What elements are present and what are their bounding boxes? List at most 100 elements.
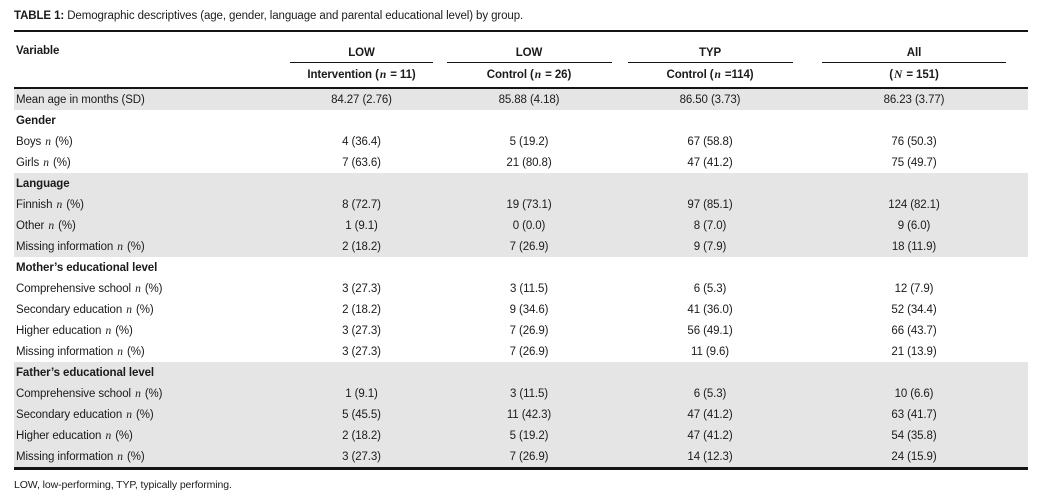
- cell-value: 3 (11.5): [510, 282, 548, 295]
- cell-value: 47 (41.2): [687, 156, 733, 169]
- table-title: TABLE 1: Demographic descriptives (age, …: [14, 9, 1028, 30]
- row-label: Higher education n (%): [16, 429, 133, 442]
- table-row: Mean age in months (SD) 84.27 (2.76) 85.88…: [14, 88, 1028, 110]
- cell-value: 47 (41.2): [687, 408, 733, 421]
- cell-value: 9 (7.9): [693, 240, 727, 253]
- table-footnote: LOW, low-performing, TYP, typically perf…: [14, 479, 232, 491]
- cell-value: 8 (72.7): [342, 198, 381, 211]
- cell-value: [438, 110, 620, 131]
- row-label: Missing information n (%): [16, 240, 145, 253]
- table-row: Comprehensive school n (%) 1 (9.1) 3 (11.5…: [14, 383, 1028, 404]
- cell-value: 1 (9.1): [345, 387, 378, 400]
- cell-value: 66 (43.7): [891, 324, 937, 337]
- subheader-intervention-n: Intervention (n = 11): [285, 63, 438, 89]
- row-label: Missing information n (%): [16, 450, 145, 463]
- subheader-control-n114: Control (n =114): [620, 63, 800, 89]
- col-header-variable: Variable: [16, 45, 60, 57]
- table-row: Mother’s educational level: [14, 257, 1028, 278]
- cell-value: 63 (41.7): [891, 408, 937, 421]
- group-header-low-control: LOW: [446, 47, 612, 63]
- cell-value: 124 (82.1): [888, 198, 940, 211]
- cell-value: 67 (58.8): [687, 135, 733, 148]
- cell-value: [800, 257, 1028, 278]
- cell-value: [800, 362, 1028, 383]
- cell-value: 5 (19.2): [509, 429, 549, 442]
- cell-value: 0 (0.0): [512, 219, 546, 232]
- cell-value: [285, 257, 438, 278]
- row-label: Secondary education n (%): [16, 303, 154, 316]
- group-header-typ: TYP: [627, 47, 793, 63]
- subgroup-header-row: Intervention (n = 11) Control (n = 26) C…: [14, 63, 1028, 89]
- cell-value: 56 (49.1): [687, 324, 733, 337]
- section-label: Language: [16, 177, 70, 190]
- cell-value: [438, 173, 620, 194]
- row-label: Comprehensive school n (%): [16, 387, 163, 400]
- cell-value: [620, 173, 800, 194]
- table-row: Higher education n (%) 2 (18.2) 5 (19.2) 47…: [14, 425, 1028, 446]
- row-label: Mean age in months (SD): [16, 93, 145, 106]
- table-row: Missing information n (%) 3 (27.3) 7 (26.9…: [14, 341, 1028, 362]
- cell-value: 54 (35.8): [891, 429, 937, 442]
- cell-value: [438, 257, 620, 278]
- cell-value: 2 (18.2): [342, 303, 381, 316]
- table-row: Secondary education n (%) 5 (45.5) 11 (42.…: [14, 404, 1028, 425]
- cell-value: [285, 110, 438, 131]
- cell-value: 1 (9.1): [345, 219, 378, 232]
- table-title-label: TABLE 1:: [14, 10, 65, 22]
- cell-value: 3 (27.3): [342, 345, 381, 358]
- cell-value: 5 (45.5): [342, 408, 381, 421]
- cell-value: [620, 110, 800, 131]
- cell-value: 52 (34.4): [891, 303, 937, 316]
- cell-value: 3 (27.3): [342, 450, 381, 463]
- row-label: Missing information n (%): [16, 345, 145, 358]
- row-label: Higher education n (%): [16, 324, 133, 337]
- table-row: Missing information n (%) 2 (18.2) 7 (26.9…: [14, 236, 1028, 257]
- group-header-row: Variable LOW LOW TYP All: [14, 31, 1028, 63]
- cell-value: 86.50 (3.73): [679, 93, 741, 106]
- cell-value: 85.88 (4.18): [498, 93, 560, 106]
- cell-value: 2 (18.2): [342, 240, 381, 253]
- table-row: Finnish n (%) 8 (72.7) 19 (73.1) 97 (85.1) 1…: [14, 194, 1028, 215]
- cell-value: 2 (18.2): [342, 429, 381, 442]
- cell-value: 11 (9.6): [691, 345, 729, 358]
- table-body: Mean age in months (SD) 84.27 (2.76) 85.88…: [14, 88, 1028, 469]
- section-label: Father’s educational level: [16, 366, 155, 379]
- row-label: Boys n (%): [16, 135, 73, 148]
- cell-value: 75 (49.7): [891, 156, 937, 169]
- row-label: Comprehensive school n (%): [16, 282, 163, 295]
- table-row: Other n (%) 1 (9.1) 0 (0.0) 8 (7.0) 9 (6.0): [14, 215, 1028, 236]
- cell-value: [438, 362, 620, 383]
- cell-value: [800, 173, 1028, 194]
- cell-value: 6 (5.3): [693, 282, 727, 295]
- cell-value: 8 (7.0): [693, 219, 727, 232]
- cell-value: 3 (11.5): [510, 387, 548, 400]
- group-header-all: All: [822, 47, 1006, 63]
- section-label: Mother’s educational level: [16, 261, 158, 274]
- table-row: Secondary education n (%) 2 (18.2) 9 (34.6…: [14, 299, 1028, 320]
- cell-value: [285, 173, 438, 194]
- table-row: Father’s educational level: [14, 362, 1028, 383]
- cell-value: 21 (13.9): [891, 345, 937, 358]
- group-header-low-intervention: LOW: [290, 47, 433, 63]
- cell-value: 7 (26.9): [509, 345, 549, 358]
- row-label: Other n (%): [16, 219, 76, 232]
- cell-value: 84.27 (2.76): [331, 93, 392, 106]
- table-row: Comprehensive school n (%) 3 (27.3) 3 (11.…: [14, 278, 1028, 299]
- cell-value: 11 (42.3): [506, 408, 552, 421]
- cell-value: 9 (6.0): [897, 219, 931, 232]
- table-row: Language: [14, 173, 1028, 194]
- table-row: Missing information n (%) 3 (27.3) 7 (26.9…: [14, 446, 1028, 469]
- cell-value: 10 (6.6): [894, 387, 934, 400]
- row-label: Secondary education n (%): [16, 408, 154, 421]
- cell-value: 7 (26.9): [509, 324, 549, 337]
- cell-value: 7 (63.6): [342, 156, 381, 169]
- cell-value: [285, 362, 438, 383]
- cell-value: 7 (26.9): [509, 450, 549, 463]
- table-container: TABLE 1: Demographic descriptives (age, …: [14, 9, 1028, 491]
- cell-value: 24 (15.9): [891, 450, 937, 463]
- subheader-all-n151: (N = 151): [800, 63, 1028, 89]
- cell-value: [800, 110, 1028, 131]
- cell-value: 86.23 (3.77): [883, 93, 945, 106]
- cell-value: 12 (7.9): [894, 282, 934, 295]
